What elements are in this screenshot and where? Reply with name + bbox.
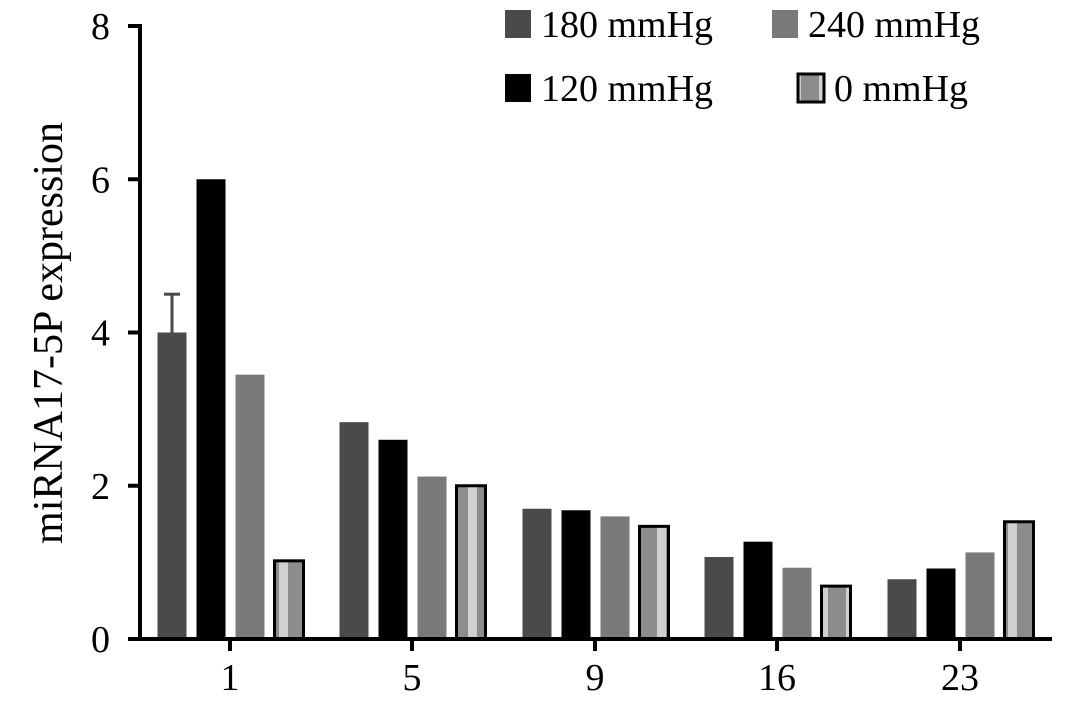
bar-240-mmhg-16 [782,567,812,639]
y-tick-label: 4 [91,313,110,355]
bar-180-mmhg-16 [704,557,734,639]
legend-label: 0 mmHg [834,68,968,110]
x-tick-label: 16 [758,657,796,699]
bar-0-mmhg-1 [273,559,305,641]
y-tick-label: 0 [91,619,110,661]
bar-0-mmhg-5 [455,484,487,641]
bar-180-mmhg-9 [522,508,552,639]
legend-label: 240 mmHg [808,4,980,46]
x-tick-label: 9 [586,657,605,699]
x-tick-label: 5 [403,657,422,699]
legend-swatch [505,74,531,102]
bar-120-mmhg-23 [926,568,956,639]
bar-180-mmhg-23 [887,579,917,639]
bar-180-mmhg-1 [157,332,187,639]
y-axis-label: miRNA17-5P expression [26,122,72,544]
y-tick-label: 2 [91,466,110,508]
bar-0-mmhg-16 [820,584,852,641]
bar-120-mmhg-1 [196,179,226,639]
legend-label: 120 mmHg [541,68,713,110]
legend-swatch [505,10,531,38]
y-tick-label: 6 [91,159,110,201]
legend-swatch [796,72,826,104]
bar-120-mmhg-9 [561,510,591,639]
x-tick-label: 1 [221,657,240,699]
y-tick-label: 8 [91,6,110,48]
bar-0-mmhg-23 [1003,520,1035,641]
bar-240-mmhg-9 [600,516,630,639]
bar-240-mmhg-5 [417,476,447,639]
bar-240-mmhg-23 [965,552,995,639]
bar-240-mmhg-1 [235,374,265,639]
legend-label: 180 mmHg [541,4,713,46]
bar-180-mmhg-5 [339,422,369,639]
bar-120-mmhg-16 [743,541,773,639]
bar-120-mmhg-5 [378,439,408,639]
bar-0-mmhg-9 [638,524,670,641]
legend-swatch [772,10,798,38]
x-tick-label: 23 [941,657,979,699]
